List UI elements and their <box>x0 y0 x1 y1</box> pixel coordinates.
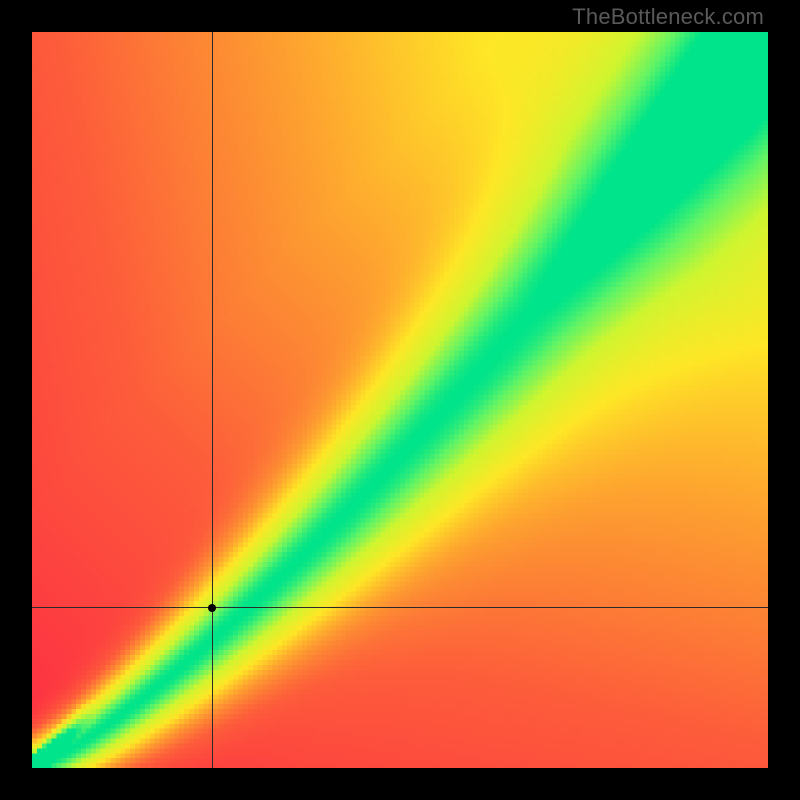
selected-point-marker <box>208 604 216 612</box>
bottleneck-heatmap <box>32 32 768 768</box>
crosshair-vertical <box>212 32 213 768</box>
crosshair-horizontal <box>32 607 768 608</box>
watermark-text: TheBottleneck.com <box>572 4 764 30</box>
chart-container: TheBottleneck.com <box>0 0 800 800</box>
